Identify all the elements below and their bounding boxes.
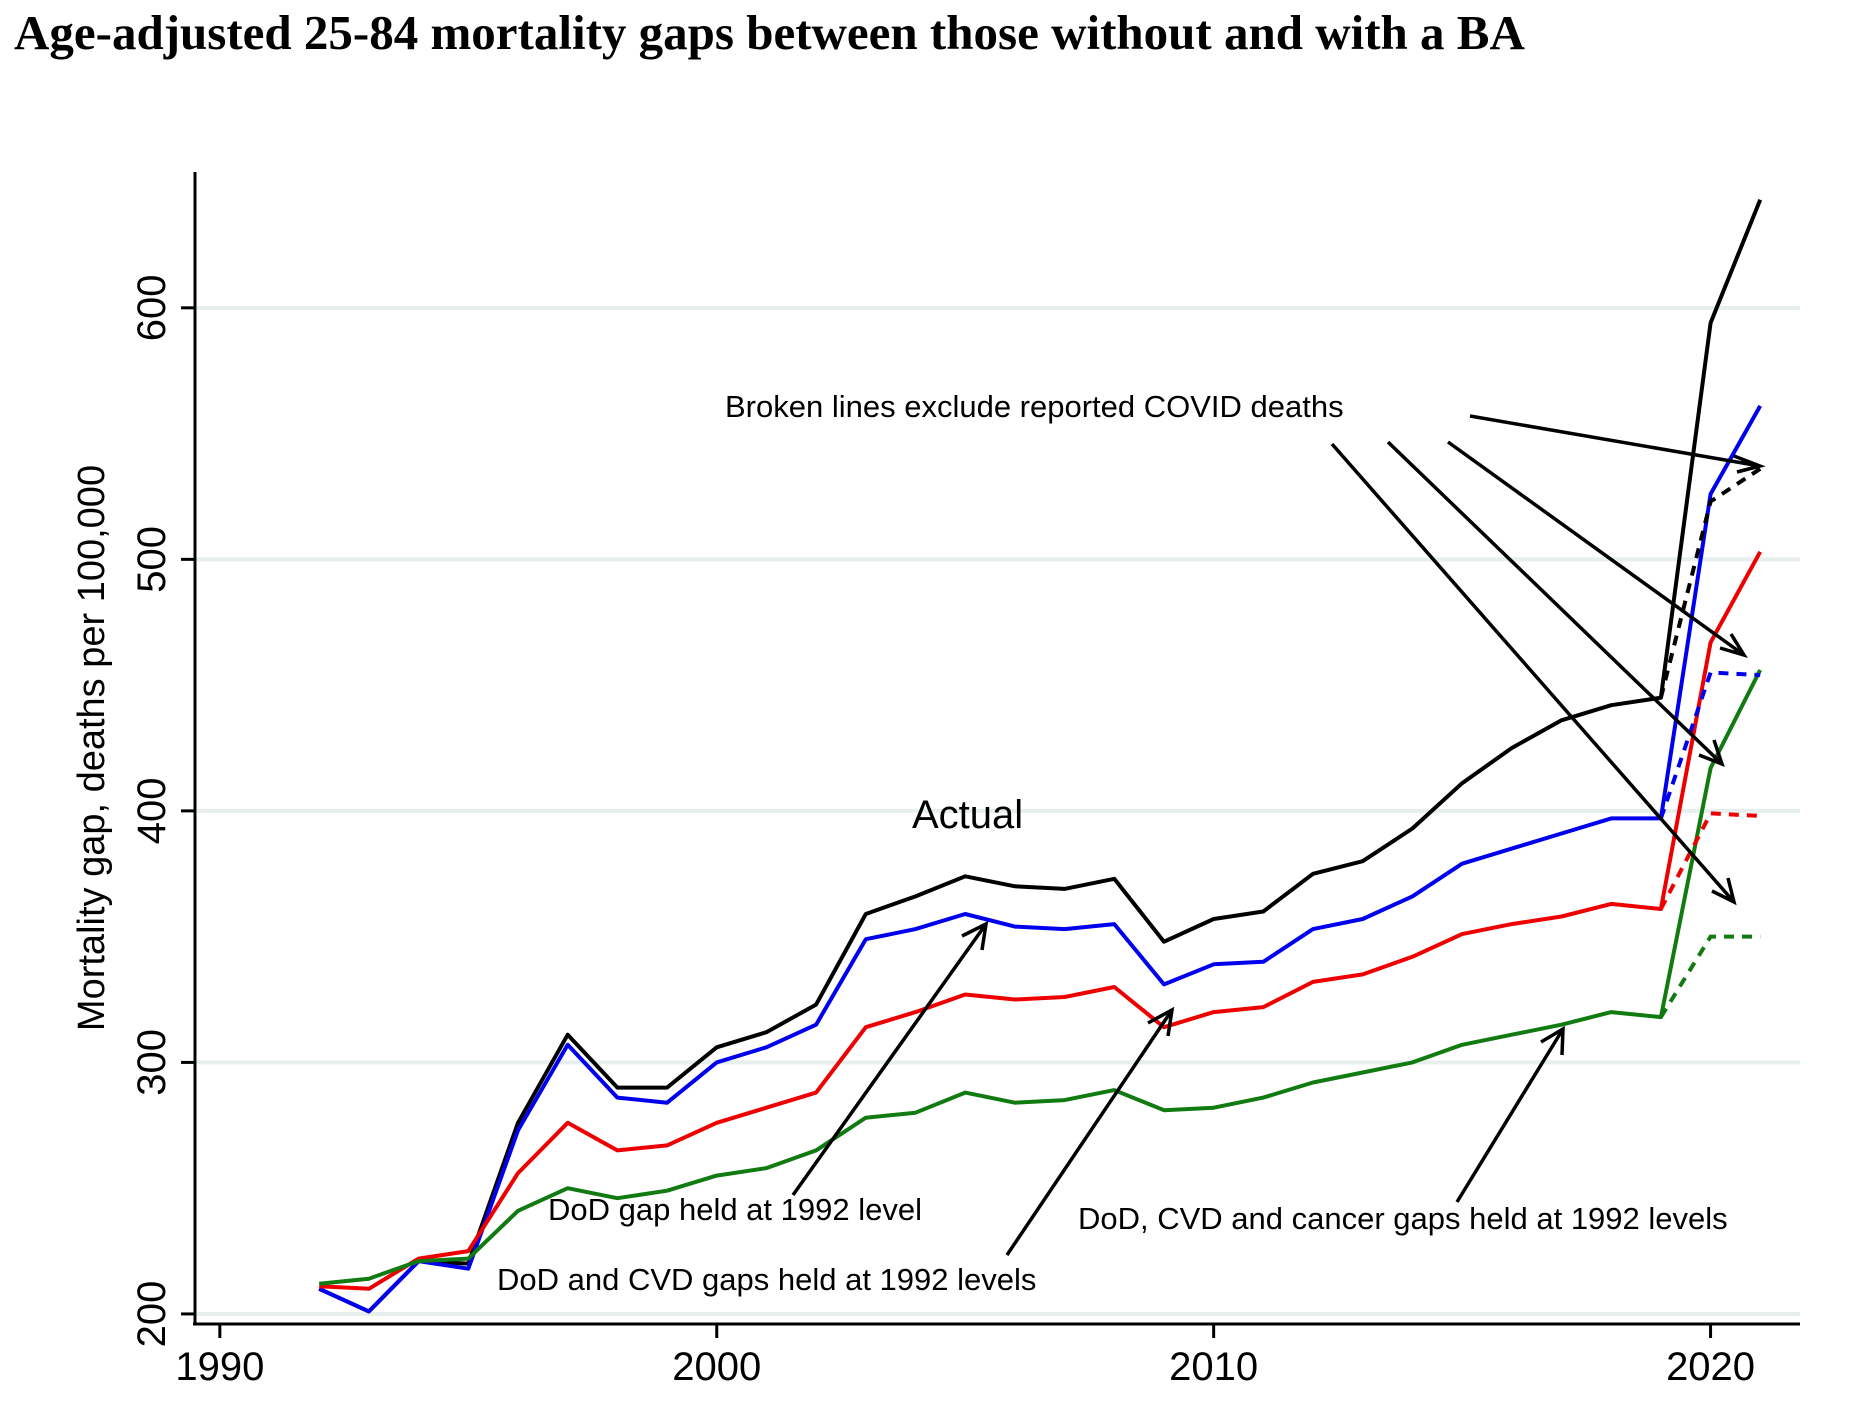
arrow-dod	[791, 920, 989, 1197]
annotation-dod-cvd: DoD and CVD gaps held at 1992 levels	[497, 1262, 1036, 1297]
x-tick-label-1990: 1990	[175, 1345, 264, 1389]
dashed-line-dod-gap-held-at-1992-level	[1659, 670, 1761, 820]
arrow-broken-green	[1330, 442, 1737, 906]
arrow-broken-red	[1386, 440, 1725, 767]
x-tick-label-2010: 2010	[1169, 1345, 1258, 1389]
y-tick-label-500: 500	[130, 526, 174, 593]
y-tick-label-400: 400	[130, 778, 174, 845]
y-tick-label-600: 600	[130, 274, 174, 341]
chart-title: Age-adjusted 25-84 mortality gaps betwee…	[14, 5, 1525, 60]
annotation-dod-cvd-cancer: DoD, CVD and cancer gaps held at 1992 le…	[1078, 1201, 1728, 1236]
dashed-line-dod-cvd-and-cancer-gaps-held-at-1992-levels	[1659, 934, 1761, 1019]
series-line-dod-and-cvd-gaps-held-at-1992-levels	[319, 550, 1762, 1291]
annotation-broken-lines: Broken lines exclude reported COVID deat…	[725, 389, 1344, 424]
dashed-line-actual	[1658, 467, 1762, 699]
gridlines	[197, 305, 1800, 1316]
arrow-dod-cvd	[1005, 1006, 1175, 1256]
annotation-arrows	[791, 414, 1766, 1256]
x-tick-label-2020: 2020	[1666, 1345, 1755, 1389]
annotation-dod: DoD gap held at 1992 level	[548, 1192, 922, 1227]
arrow-broken-blue	[1446, 440, 1748, 658]
annotation-actual: Actual	[912, 793, 1023, 837]
x-tick-label-2000: 2000	[672, 1345, 761, 1389]
series-line-actual	[318, 198, 1763, 1314]
y-axis-label: Mortality gap, deaths per 100,000	[71, 465, 113, 1031]
axes	[193, 172, 1800, 1326]
y-tick-label-200: 200	[130, 1281, 174, 1348]
y-tick-label-300: 300	[130, 1029, 174, 1096]
series-line-dod-cvd-and-cancer-gaps-held-at-1992-levels	[318, 669, 1762, 1286]
ticks: 200 300 400 500 600 1990 2000 2010 2020	[130, 274, 1755, 1389]
covid-excluded-lines	[1658, 467, 1762, 1019]
arrow-dod-cvd-cancer	[1455, 1025, 1565, 1203]
series-line-dod-gap-held-at-1992-level	[318, 404, 1762, 1314]
arrow-broken-black	[1469, 414, 1766, 474]
series-lines	[318, 198, 1763, 1314]
